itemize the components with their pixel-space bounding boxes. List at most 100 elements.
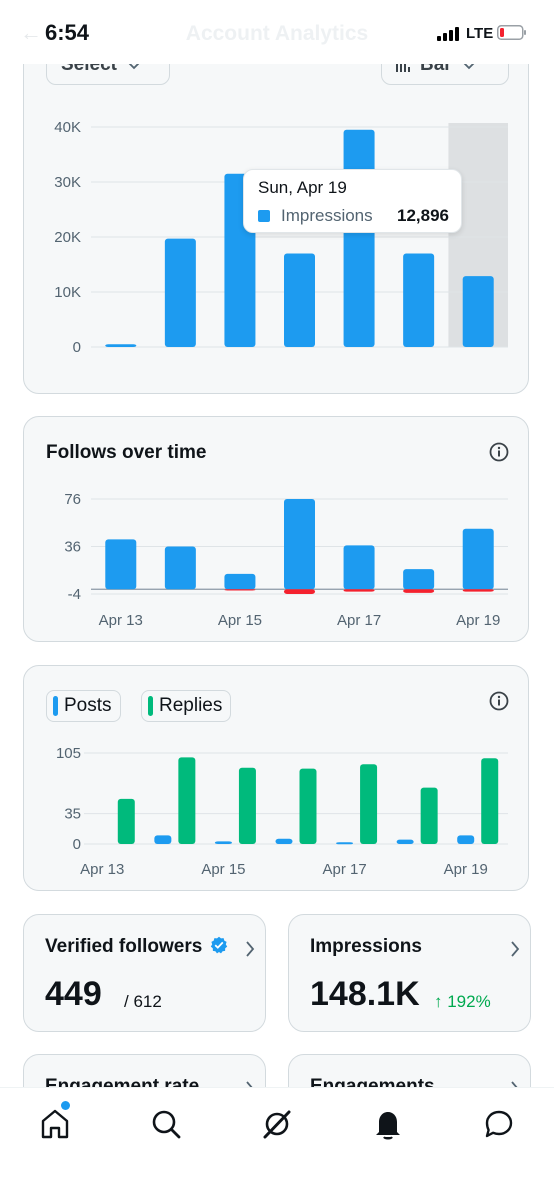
signal-icon <box>437 27 459 41</box>
home-icon[interactable] <box>37 1106 73 1142</box>
posts-bar <box>396 839 414 844</box>
series-1-bar <box>343 589 375 592</box>
x-tick-label: Apr 17 <box>337 612 381 629</box>
bar-chart-icon <box>396 64 410 72</box>
bottom-tab-bar <box>0 1087 554 1200</box>
series-1-bar <box>462 589 494 592</box>
follows-title: Follows over time <box>46 442 207 463</box>
y-tick-label: 20K <box>54 229 81 246</box>
replies-color-swatch <box>148 696 153 716</box>
y-tick-label: 0 <box>73 836 81 853</box>
y-tick-label: 10K <box>54 284 81 301</box>
series-1-bar <box>284 589 315 594</box>
back-arrow-icon[interactable]: ← <box>20 20 42 45</box>
posts-bar <box>336 842 354 845</box>
posts-bar <box>154 835 172 844</box>
impressions-bar <box>284 253 315 347</box>
series-0-bar <box>224 573 256 590</box>
scroll-content[interactable]: Select Bar 0 10K 20K 30K 40K Apr 13 Apr 15 Apr … <box>0 64 554 1087</box>
chart-type-label: Bar <box>420 64 452 75</box>
replies-bar <box>299 768 317 844</box>
posts-replies-bar-chart[interactable]: 0 35 105 Apr 13 Apr 15 Apr 17 Apr 19 <box>24 666 530 892</box>
engagement-rate-title: Engagement rate <box>45 1076 200 1087</box>
battery-icon <box>497 25 526 40</box>
y-tick-label: 0 <box>73 339 81 356</box>
chart-tooltip: Sun, Apr 19 Impressions 12,896 <box>243 169 462 233</box>
series-0-bar <box>164 546 196 590</box>
info-icon[interactable] <box>488 690 510 712</box>
impressions-bar <box>105 344 137 347</box>
tooltip-swatch <box>258 210 270 222</box>
series-0-bar <box>284 499 315 590</box>
impressions-stat-title: Impressions <box>310 936 422 957</box>
status-time: 6:54 <box>45 20 90 45</box>
y-tick-label: 76 <box>64 491 81 508</box>
posts-replies-card: Posts Replies 0 35 105 Apr 13 Apr 15 Apr 17 Ap… <box>23 665 529 891</box>
verified-followers-value: 449 <box>45 975 102 1013</box>
y-tick-label: 40K <box>54 119 81 136</box>
series-0-bar <box>403 569 435 590</box>
grok-icon[interactable] <box>259 1106 295 1142</box>
y-tick-label: -4 <box>68 586 81 603</box>
messages-icon[interactable] <box>481 1106 517 1142</box>
verified-followers-title: Verified followers <box>45 936 228 958</box>
network-type: LTE <box>466 25 494 42</box>
x-tick-label: Apr 19 <box>444 861 488 878</box>
follows-card: Follows over time -4 36 76 Apr 13 Apr 15 Apr … <box>23 416 529 642</box>
x-tick-label: Apr 13 <box>99 612 143 629</box>
impressions-bar <box>462 276 494 347</box>
chevron-right-icon <box>246 941 255 957</box>
info-icon[interactable] <box>488 441 510 463</box>
tooltip-value: 12,896 <box>397 206 449 225</box>
select-label: Select <box>61 64 117 75</box>
follows-bar-chart[interactable]: -4 36 76 Apr 13 Apr 15 Apr 17 Apr 19 <box>24 417 530 643</box>
verified-badge-icon <box>210 936 227 954</box>
posts-color-swatch <box>53 696 58 716</box>
x-tick-label: Apr 17 <box>322 861 366 878</box>
y-tick-label: 105 <box>56 745 81 762</box>
y-tick-label: 36 <box>64 539 81 556</box>
page-title: Account Analytics <box>185 22 369 45</box>
impressions-bar <box>403 253 435 347</box>
replies-bar <box>420 787 438 844</box>
select-dropdown[interactable]: Select <box>46 64 170 85</box>
x-tick-label: Apr 19 <box>456 612 500 629</box>
series-0-bar <box>462 528 494 590</box>
impressions-bar <box>164 238 196 347</box>
verified-followers-card[interactable]: Verified followers 449 / 612 <box>23 914 266 1032</box>
tooltip-date: Sun, Apr 19 <box>258 178 347 197</box>
posts-legend-chip[interactable]: Posts <box>46 690 121 722</box>
series-1-bar <box>224 589 256 591</box>
replies-bar <box>360 764 378 844</box>
posts-bar <box>275 838 293 844</box>
y-tick-label: 35 <box>64 806 81 823</box>
chevron-right-icon <box>511 1081 518 1087</box>
impressions-change: ↑ 192% <box>434 992 491 1011</box>
y-tick-label: 30K <box>54 174 81 191</box>
posts-bar <box>457 835 475 844</box>
home-notification-dot <box>61 1101 70 1110</box>
notifications-bell-icon[interactable] <box>370 1106 406 1142</box>
impressions-stat-value: 148.1K <box>310 975 420 1013</box>
impressions-stat-card[interactable]: Impressions 148.1K ↑ 192% <box>288 914 531 1032</box>
chart-type-dropdown[interactable]: Bar <box>381 64 509 85</box>
series-0-bar <box>343 545 375 590</box>
series-0-bar <box>105 539 137 590</box>
chevron-down-icon <box>129 64 139 69</box>
engagements-card[interactable]: Engagements <box>288 1054 531 1087</box>
search-icon[interactable] <box>148 1106 184 1142</box>
verified-followers-total: / 612 <box>124 992 162 1011</box>
posts-legend-label: Posts <box>64 695 112 716</box>
replies-bar <box>238 767 256 844</box>
replies-bar <box>117 798 135 844</box>
series-1-bar <box>403 589 435 593</box>
engagement-rate-card[interactable]: Engagement rate <box>23 1054 266 1087</box>
posts-bar <box>214 841 232 844</box>
tooltip-label: Impressions <box>281 206 373 225</box>
impressions-bar <box>343 129 375 347</box>
replies-legend-chip[interactable]: Replies <box>141 690 232 722</box>
replies-bar <box>481 758 499 844</box>
x-tick-label: Apr 13 <box>80 861 124 878</box>
replies-legend-label: Replies <box>159 695 223 716</box>
